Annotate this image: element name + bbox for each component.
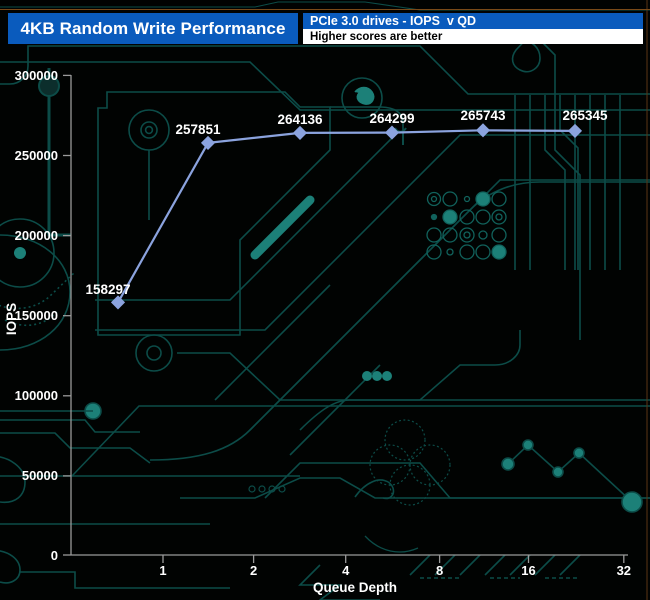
svg-text:158297: 158297 — [85, 282, 130, 297]
svg-text:265743: 265743 — [460, 108, 506, 123]
svg-text:IOPS: IOPS — [4, 303, 19, 335]
svg-text:8: 8 — [436, 563, 443, 578]
svg-text:150000: 150000 — [15, 308, 58, 323]
svg-text:32: 32 — [617, 563, 631, 578]
svg-text:100000: 100000 — [15, 388, 58, 403]
svg-text:4: 4 — [342, 563, 350, 578]
svg-text:300000: 300000 — [15, 68, 58, 83]
svg-text:264299: 264299 — [369, 111, 414, 126]
svg-text:0: 0 — [51, 548, 58, 563]
svg-text:264136: 264136 — [277, 112, 323, 127]
svg-text:16: 16 — [521, 563, 535, 578]
svg-text:200000: 200000 — [15, 228, 58, 243]
svg-text:257851: 257851 — [175, 122, 221, 137]
svg-text:265345: 265345 — [562, 108, 608, 123]
svg-text:Queue Depth: Queue Depth — [313, 580, 397, 595]
svg-text:1: 1 — [159, 563, 166, 578]
svg-text:50000: 50000 — [22, 468, 58, 483]
svg-text:250000: 250000 — [15, 148, 58, 163]
svg-text:2: 2 — [250, 563, 257, 578]
